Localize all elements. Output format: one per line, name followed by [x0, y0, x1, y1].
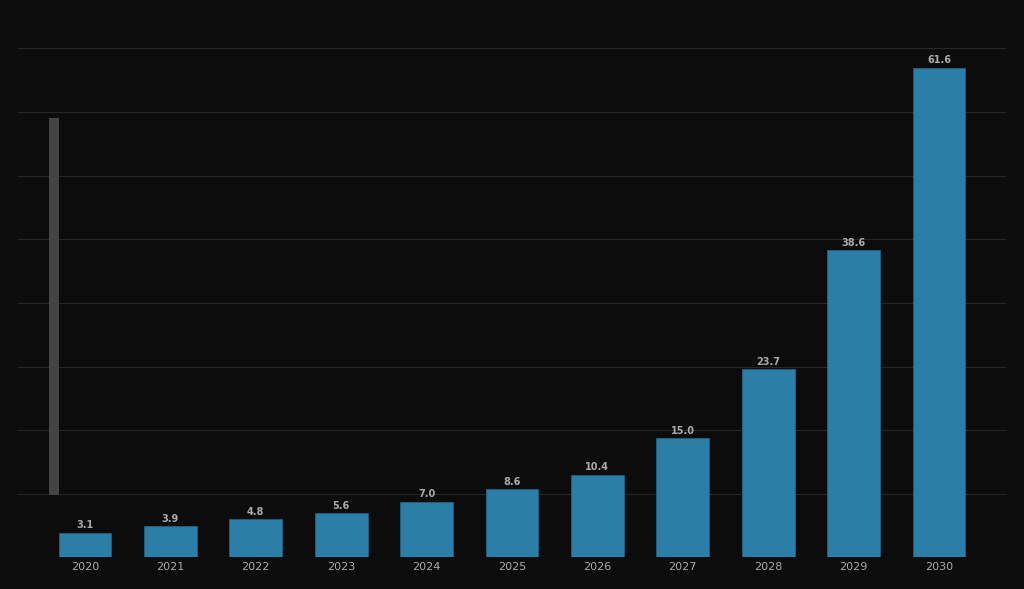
- Bar: [314, 513, 368, 557]
- Text: 23.7: 23.7: [756, 356, 780, 366]
- Text: 38.6: 38.6: [842, 238, 865, 248]
- Bar: [656, 438, 710, 557]
- Bar: [912, 68, 966, 557]
- Bar: [400, 502, 453, 557]
- Text: 5.6: 5.6: [333, 501, 350, 511]
- Text: 8.6: 8.6: [504, 477, 520, 487]
- Bar: [229, 519, 283, 557]
- Text: 61.6: 61.6: [927, 55, 951, 65]
- Bar: [571, 475, 624, 557]
- Bar: [58, 533, 112, 557]
- Text: 10.4: 10.4: [586, 462, 609, 472]
- Bar: [485, 489, 539, 557]
- Text: 3.1: 3.1: [77, 521, 93, 531]
- Text: 4.8: 4.8: [247, 507, 264, 517]
- Bar: [827, 250, 880, 557]
- Text: 15.0: 15.0: [671, 426, 695, 436]
- Text: 3.9: 3.9: [162, 514, 179, 524]
- Bar: [741, 369, 795, 557]
- Bar: [144, 527, 197, 557]
- Text: 7.0: 7.0: [418, 489, 435, 499]
